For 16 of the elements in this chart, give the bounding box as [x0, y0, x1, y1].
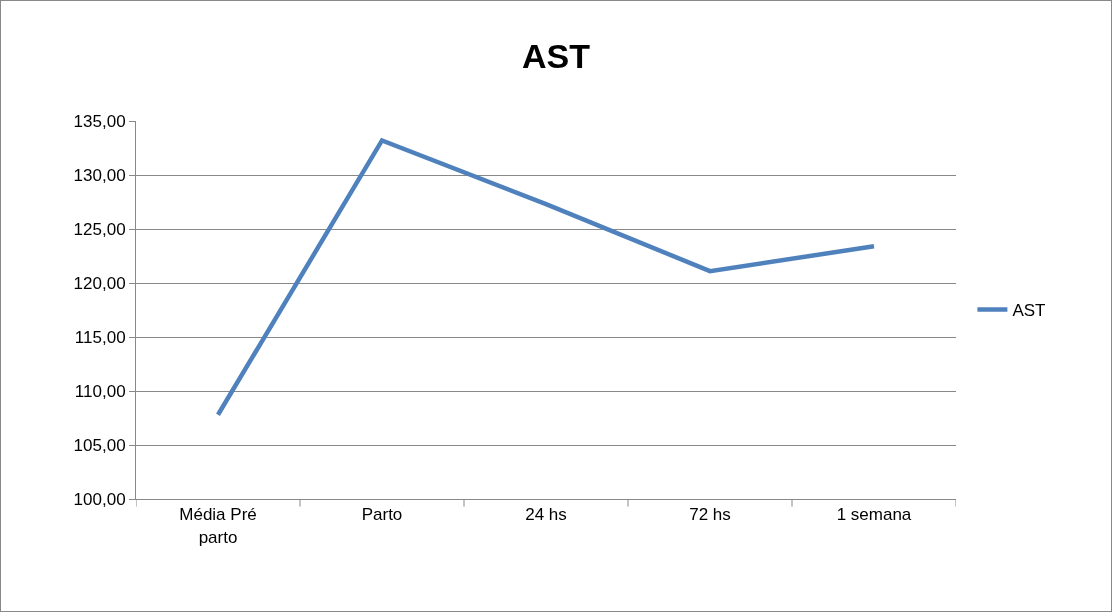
y-tick-label: 100,00 [73, 489, 126, 509]
legend-label: AST [1012, 301, 1046, 321]
x-tick-label: 24 hs [525, 505, 567, 525]
x-tick-label: 1 semana [836, 505, 912, 525]
x-tick-label: Média Pré parto [179, 505, 257, 547]
y-tick-label: 125,00 [73, 219, 126, 239]
line-series [215, 138, 877, 418]
x-tick-label: 72 hs [689, 505, 731, 525]
y-tick-label: 105,00 [73, 435, 126, 455]
y-tick-label: 135,00 [73, 111, 126, 131]
chart-title: AST [522, 36, 591, 75]
y-tick-label: 130,00 [73, 165, 126, 185]
y-tick-label: 120,00 [73, 273, 126, 293]
y-tick-label: 110,00 [74, 381, 126, 401]
x-tick-label: Parto [361, 505, 403, 525]
y-tick-label: 115,00 [74, 327, 126, 347]
